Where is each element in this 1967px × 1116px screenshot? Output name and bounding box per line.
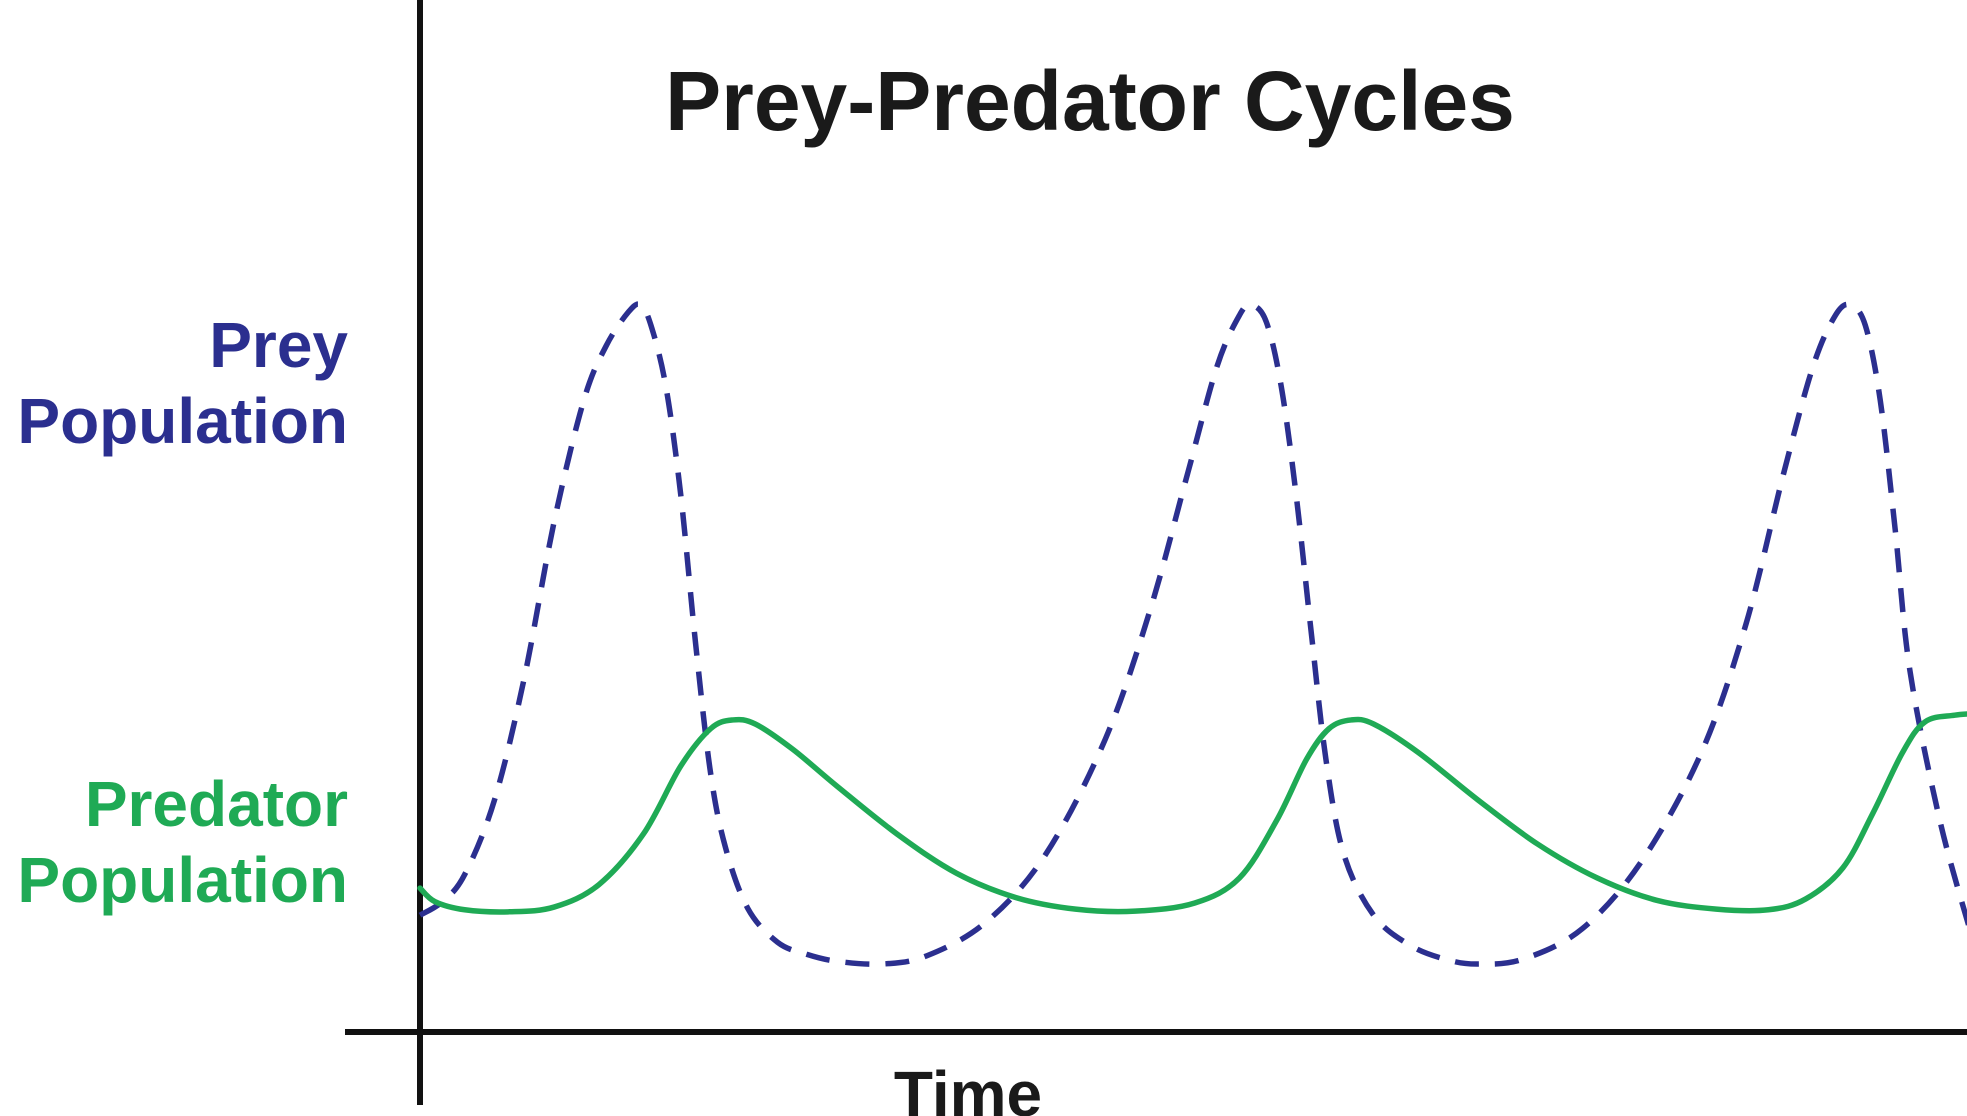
x-axis-label: Time (894, 1058, 1042, 1116)
prey-population-line (418, 301, 1967, 967)
predator-label-line-1: Predator (85, 768, 348, 840)
prey-label-line-1: Prey (209, 309, 348, 381)
prey-label-line-2: Population (17, 385, 348, 457)
predator-population-label: Predator Population (17, 768, 348, 916)
prey-population-label: Prey Population (17, 309, 348, 457)
predator-population-line (417, 711, 1967, 915)
chart-title: Prey-Predator Cycles (665, 54, 1515, 148)
predator-label-line-2: Population (17, 844, 348, 916)
series-layer (417, 301, 1967, 967)
